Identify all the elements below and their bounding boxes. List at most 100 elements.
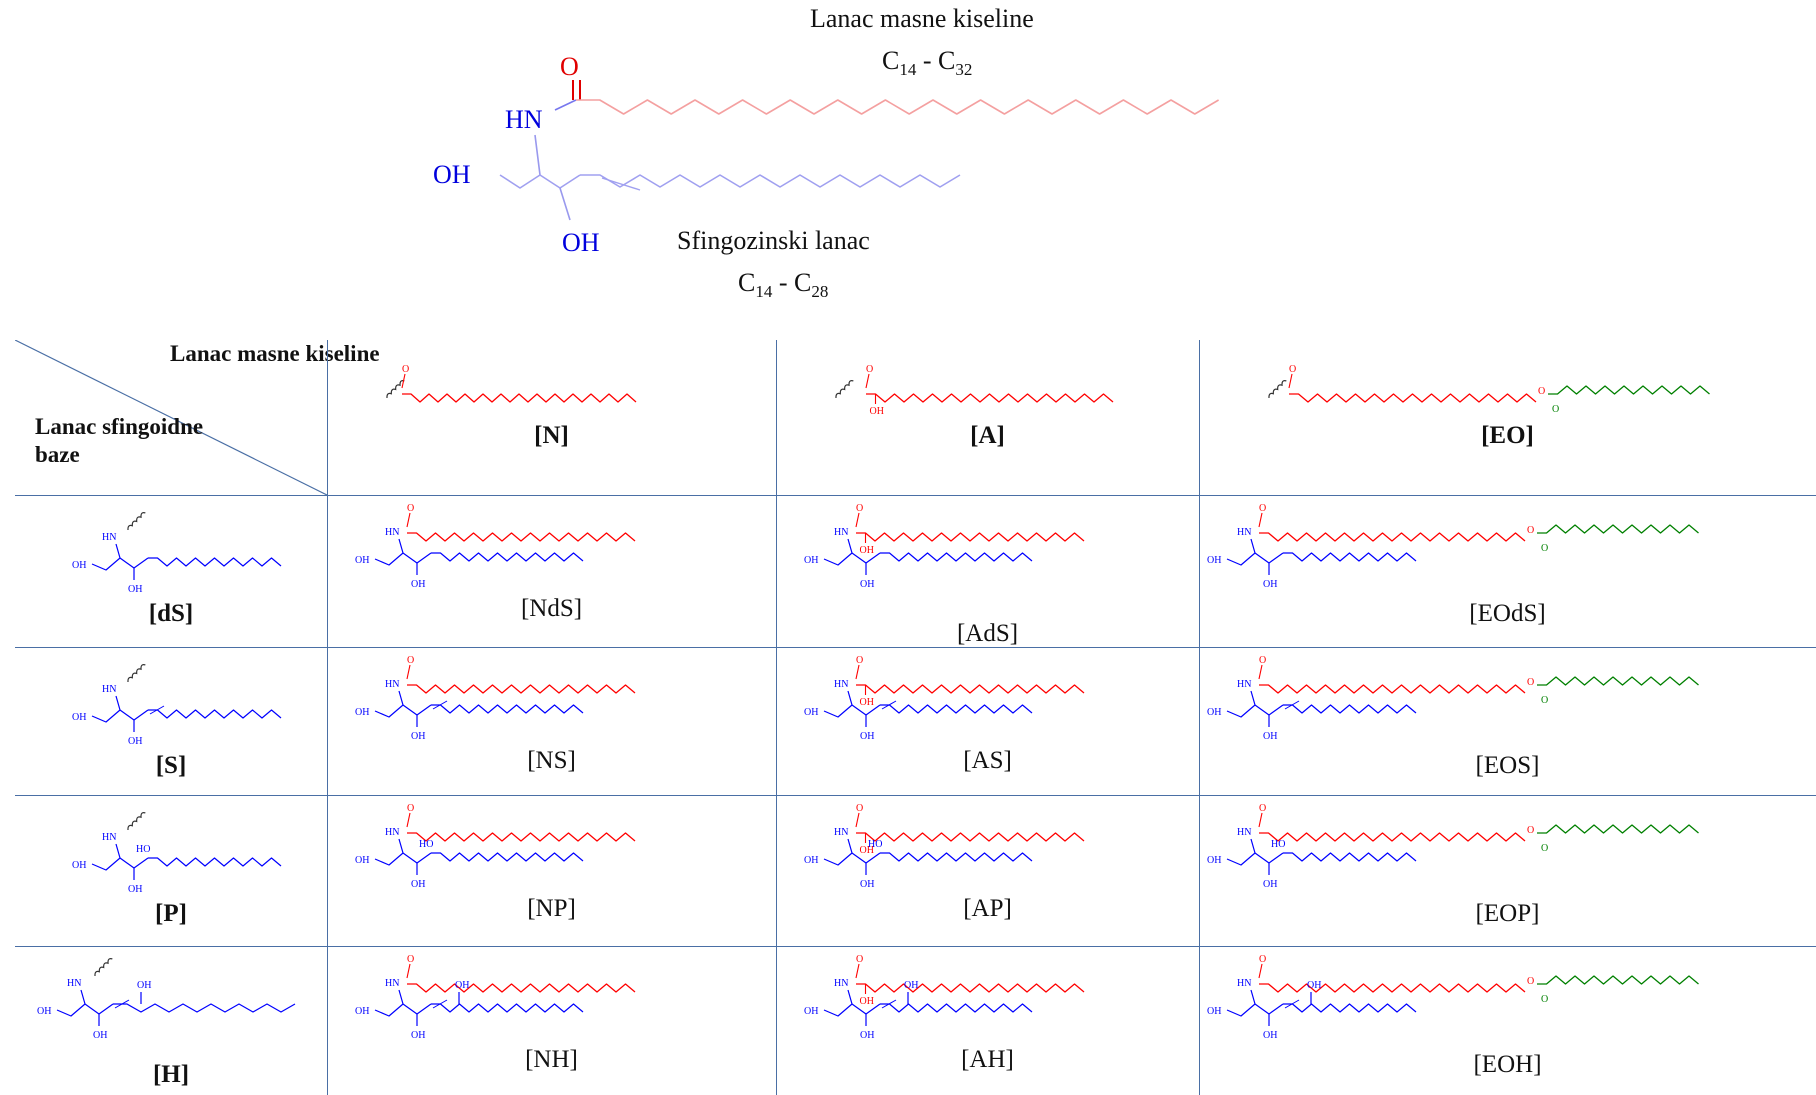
ester-oxygen-label: O <box>1527 677 1534 688</box>
c3-oh-label: OH <box>93 1030 107 1041</box>
c3-oh-label: OH <box>1263 879 1277 890</box>
sphingoid-backbone <box>91 709 149 723</box>
c3-oh-label: OH <box>128 584 142 595</box>
sphingoid-chain <box>1283 552 1417 562</box>
fatty-acid-chain <box>407 832 636 842</box>
sphingoid-backbone <box>823 852 881 866</box>
cell-n-ds: O HN OH OH [NdS] <box>327 495 776 647</box>
cell-a-ds: O OH HN OH OH [AdS] <box>776 495 1199 647</box>
c4-oh-label: HO <box>868 839 882 850</box>
sphingoid-backbone <box>56 1003 114 1017</box>
amide-bond <box>554 99 577 111</box>
cell-label-as: [AS] <box>963 747 1012 774</box>
attachment-bond-wavy <box>835 380 854 399</box>
sphingosine-carbon-range: C14 - C28 <box>738 268 829 302</box>
c1-oh-label: OH <box>1207 555 1221 566</box>
grid-line <box>327 340 328 1095</box>
secondary-hydroxyl-label: OH <box>562 228 600 257</box>
c1-oh-label: OH <box>804 555 818 566</box>
structure-drawing: O HN OH OH HO <box>355 803 636 890</box>
amine-label: HN <box>834 827 848 838</box>
amine-label: HN <box>385 679 399 690</box>
carbonyl-bond <box>406 812 411 828</box>
carbonyl-bond <box>1258 512 1263 528</box>
c4-oh-label: HO <box>419 839 433 850</box>
row-header-cell-ds: HN OH OH [dS] <box>15 495 327 647</box>
carbonyl-oxygen-label: O <box>1259 954 1266 965</box>
grid-line <box>15 647 1816 648</box>
linoleic-chain <box>1537 975 1699 985</box>
sphingoid-chain <box>1283 704 1417 714</box>
sphingoid-chain <box>880 852 1033 862</box>
column-header-eo: [EO] <box>1481 422 1534 449</box>
fatty-acid-chain <box>856 832 1085 842</box>
c3-oh-label: OH <box>411 1030 425 1041</box>
n-c2-bond <box>847 838 853 854</box>
sphingoid-backbone <box>374 1003 432 1017</box>
structure-drawing: OOO <box>1268 364 1710 415</box>
carbonyl-oxygen-label: O <box>866 364 873 375</box>
fatty-acid-chain <box>1259 832 1526 842</box>
carbonyl-oxygen-label: O <box>856 954 863 965</box>
structure-drawing: O HN OH OH <box>355 503 636 590</box>
n-c2-bond <box>1250 538 1256 554</box>
carbonyl-oxygen-label: O <box>856 503 863 514</box>
c6-oh-label: OH <box>904 980 918 991</box>
n-c2-bond <box>847 690 853 706</box>
structure-drawing: O OH HN OH OH <box>804 503 1085 590</box>
corner-header-sphingoid-base: Lanac sfingoidne baze <box>35 414 204 467</box>
row-header-cell-h: HN OH OH OH [H] <box>15 946 327 1095</box>
sphingoid-chain <box>431 704 584 714</box>
c3-oh-label: OH <box>860 879 874 890</box>
c3-oh-label: OH <box>128 736 142 747</box>
carbonyl-bond <box>406 512 411 528</box>
cell-n-h: O HN OH OH OH [NH] <box>327 946 776 1095</box>
row-header-cell-s: HN OH OH [S] <box>15 647 327 795</box>
amine-label: HN <box>1237 679 1251 690</box>
fatty-acid-chain <box>1259 532 1526 542</box>
c3-oh-label: OH <box>860 1030 874 1041</box>
alpha-oh-label: OH <box>860 845 874 856</box>
amine-label: HN <box>67 978 81 989</box>
c4-oh-label: HO <box>136 844 150 855</box>
carbonyl-bond <box>406 664 411 680</box>
cell-label-eods: [EOdS] <box>1469 600 1546 627</box>
cell-n-s: O HN OH OH [NS] <box>327 647 776 795</box>
fatty-acid-chain <box>1289 393 1537 403</box>
sphingosine-chain-label: Sfingozinski lanac <box>677 226 870 255</box>
cell-label-eos: [EOS] <box>1475 752 1540 779</box>
sphingoid-backbone <box>499 174 581 189</box>
cell-eo-ds: O O O HN OH OH [EOdS] <box>1199 495 1816 647</box>
ester-carbonyl-oxygen-label: O <box>1541 695 1548 706</box>
header-cell-a: O OH [A] <box>776 340 1199 495</box>
c3-oh-label: OH <box>1263 731 1277 742</box>
amine-label: HN <box>1237 527 1251 538</box>
attachment-bond-wavy <box>127 664 146 683</box>
sphingoid-chain <box>431 1003 584 1013</box>
c1-oh-label: OH <box>37 1006 51 1017</box>
c3-oh-label: OH <box>860 579 874 590</box>
cell-a-s: O OH HN OH OH [AS] <box>776 647 1199 795</box>
structure-drawing: HN OH OH HO <box>72 812 282 895</box>
carbonyl-oxygen-label: O <box>560 52 579 81</box>
amide-nh-label: HN <box>505 105 543 134</box>
fatty-acid-chain <box>866 393 1114 403</box>
row-label-p: [P] <box>155 900 187 927</box>
amine-label: HN <box>1237 978 1251 989</box>
n-c2-bond <box>1250 690 1256 706</box>
n-c2-bond <box>534 134 541 176</box>
c3-oh-label: OH <box>411 579 425 590</box>
amine-label: HN <box>385 527 399 538</box>
sphingoid-backbone <box>91 857 149 871</box>
n-c2-bond <box>115 843 121 859</box>
cell-label-ap: [AP] <box>963 895 1012 922</box>
header-cell-eo: O O O [EO] <box>1199 340 1816 495</box>
ceramide-classification-table: O [N] O OH [A] O O O [EO] HN OH OH [dS] O HN OH OH [NdS] O… <box>15 340 1816 1095</box>
linoleic-chain <box>1537 824 1699 834</box>
grid-line <box>776 340 777 1095</box>
sphingoid-chain <box>880 552 1033 562</box>
structure-drawing: O HN OH OH OH <box>355 954 636 1041</box>
fatty-acid-chain <box>856 532 1085 542</box>
structure-drawing: O <box>386 364 637 403</box>
